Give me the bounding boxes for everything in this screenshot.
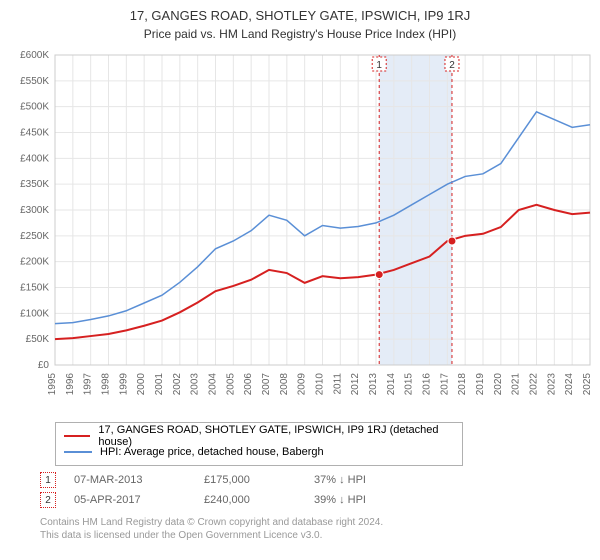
svg-text:2006: 2006 [243, 373, 254, 396]
svg-text:2012: 2012 [350, 373, 361, 396]
svg-text:2001: 2001 [154, 373, 165, 396]
svg-text:2004: 2004 [208, 373, 219, 396]
legend-label: 17, GANGES ROAD, SHOTLEY GATE, IPSWICH, … [98, 424, 454, 448]
sale-price: £175,000 [204, 474, 314, 486]
sale-badge: 2 [40, 492, 56, 508]
svg-text:2021: 2021 [511, 373, 522, 396]
svg-text:£500K: £500K [20, 102, 49, 113]
sale-date: 07-MAR-2013 [74, 474, 204, 486]
svg-text:2007: 2007 [261, 373, 272, 396]
svg-text:1999: 1999 [118, 373, 129, 396]
svg-text:£0: £0 [38, 360, 50, 371]
sale-price: £240,000 [204, 494, 314, 506]
svg-text:2020: 2020 [493, 373, 504, 396]
svg-text:1996: 1996 [65, 373, 76, 396]
svg-text:2011: 2011 [332, 373, 343, 395]
svg-text:2002: 2002 [172, 373, 183, 396]
footer-line1: Contains HM Land Registry data © Crown c… [40, 516, 570, 529]
svg-text:£550K: £550K [20, 76, 49, 87]
legend-swatch [64, 435, 90, 437]
svg-text:£350K: £350K [20, 179, 49, 190]
svg-text:£400K: £400K [20, 153, 49, 164]
svg-text:2023: 2023 [546, 373, 557, 396]
svg-text:£200K: £200K [20, 257, 49, 268]
sale-date: 05-APR-2017 [74, 494, 204, 506]
svg-text:2010: 2010 [315, 373, 326, 396]
sale-diff: 37% ↓ HPI [314, 474, 414, 486]
legend-label: HPI: Average price, detached house, Babe… [100, 446, 324, 458]
legend-swatch [64, 451, 92, 453]
sale-row: 2 05-APR-2017£240,00039% ↓ HPI [40, 490, 560, 510]
sale-diff: 39% ↓ HPI [314, 494, 414, 506]
svg-text:2003: 2003 [190, 373, 201, 396]
sales-table: 1 07-MAR-2013£175,00037% ↓ HPI 2 05-APR-201… [40, 470, 560, 510]
svg-text:2008: 2008 [279, 373, 290, 396]
svg-text:£600K: £600K [20, 50, 49, 61]
svg-text:2014: 2014 [386, 373, 397, 396]
svg-text:1: 1 [376, 60, 382, 71]
svg-text:2013: 2013 [368, 373, 379, 396]
svg-text:1997: 1997 [83, 373, 94, 396]
svg-text:2018: 2018 [457, 373, 468, 396]
price-chart: £0 £50K £100K £150K £200K £250K £300K £350K £400… [0, 45, 600, 415]
svg-text:£50K: £50K [26, 334, 50, 345]
svg-text:£250K: £250K [20, 231, 49, 242]
svg-text:2000: 2000 [136, 373, 147, 396]
svg-text:2: 2 [449, 60, 455, 71]
svg-text:£150K: £150K [20, 283, 49, 294]
chart-area: £0 £50K £100K £150K £200K £250K £300K £350K £400… [0, 45, 600, 415]
chart-title: 17, GANGES ROAD, SHOTLEY GATE, IPSWICH, … [0, 0, 600, 23]
svg-text:2017: 2017 [439, 373, 450, 396]
legend: 17, GANGES ROAD, SHOTLEY GATE, IPSWICH, … [55, 422, 463, 466]
sale-badge: 1 [40, 472, 56, 488]
footer-line2: This data is licensed under the Open Gov… [40, 529, 570, 542]
svg-text:2016: 2016 [422, 373, 433, 396]
svg-text:2025: 2025 [582, 373, 593, 396]
svg-text:2015: 2015 [404, 373, 415, 396]
svg-text:1995: 1995 [47, 373, 58, 396]
svg-text:1998: 1998 [101, 373, 112, 396]
svg-text:£300K: £300K [20, 205, 49, 216]
svg-text:2005: 2005 [225, 373, 236, 396]
svg-text:£100K: £100K [20, 308, 49, 319]
svg-text:2019: 2019 [475, 373, 486, 396]
chart-subtitle: Price paid vs. HM Land Registry's House … [0, 23, 600, 41]
sale-row: 1 07-MAR-2013£175,00037% ↓ HPI [40, 470, 560, 490]
legend-item: 17, GANGES ROAD, SHOTLEY GATE, IPSWICH, … [64, 428, 454, 444]
svg-text:2009: 2009 [297, 373, 308, 396]
svg-text:£450K: £450K [20, 128, 49, 139]
svg-text:2024: 2024 [564, 373, 575, 396]
footer-attribution: Contains HM Land Registry data © Crown c… [40, 516, 570, 542]
svg-text:2022: 2022 [529, 373, 540, 396]
